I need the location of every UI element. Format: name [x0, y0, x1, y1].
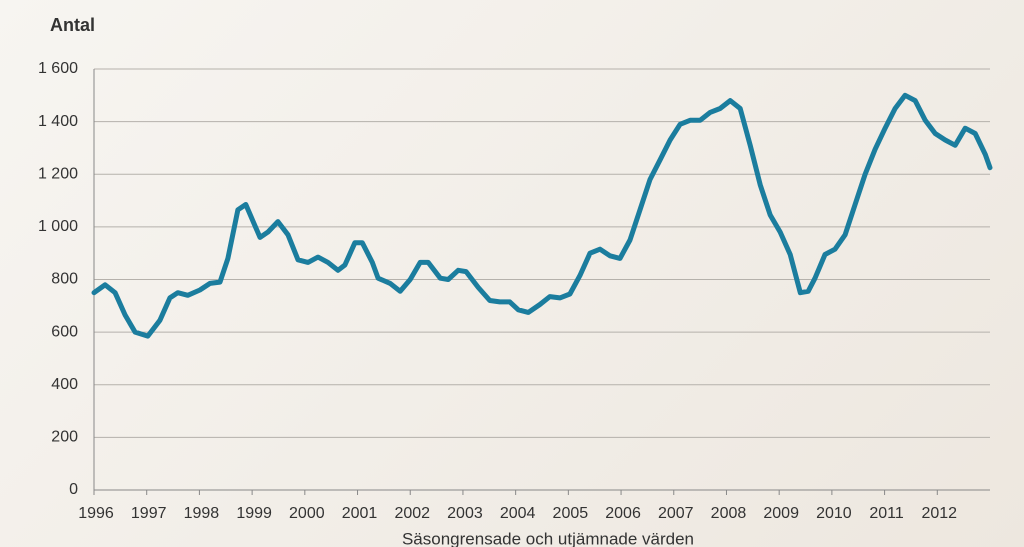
x-tick-label: 2011: [869, 505, 904, 522]
x-tick-label: 1997: [131, 505, 167, 522]
x-tick-label: 1999: [236, 505, 272, 522]
x-tick-label: 1996: [78, 505, 114, 522]
line: [91, 92, 993, 339]
y-tick-label: 800: [51, 271, 78, 288]
x-tick-label: 2007: [658, 505, 694, 522]
y-tick-label: 1 200: [38, 165, 78, 182]
y-tick-label: 400: [51, 376, 78, 393]
x-tick-label: 2005: [553, 505, 589, 522]
x-tick-label: 2006: [605, 505, 641, 522]
y-tick-label: 1 400: [38, 113, 78, 130]
x-tick-label: 2010: [816, 505, 852, 522]
x-tick-label: 2003: [447, 505, 483, 522]
y-tick-label: 0: [69, 481, 78, 498]
x-tick-label: 2002: [394, 505, 430, 522]
caption: Säsongrensade och utjämnade värden: [402, 529, 694, 547]
y-tick-label: 200: [51, 429, 78, 446]
y-tick-label: 1 000: [38, 218, 78, 235]
x-tick-label: 2001: [342, 505, 378, 522]
x-tick-label: 2008: [711, 505, 747, 522]
y-tick-label: 1 600: [38, 60, 78, 77]
x-tick-label: 1998: [184, 505, 220, 522]
y-tick-label: 600: [51, 323, 78, 340]
x-tick-label: 2012: [921, 505, 957, 522]
x-tick-label: 2004: [500, 505, 536, 522]
x-tick-label: 2009: [763, 505, 799, 522]
x-tick-label: 2000: [289, 505, 325, 522]
chart-title: Antal: [50, 15, 95, 35]
